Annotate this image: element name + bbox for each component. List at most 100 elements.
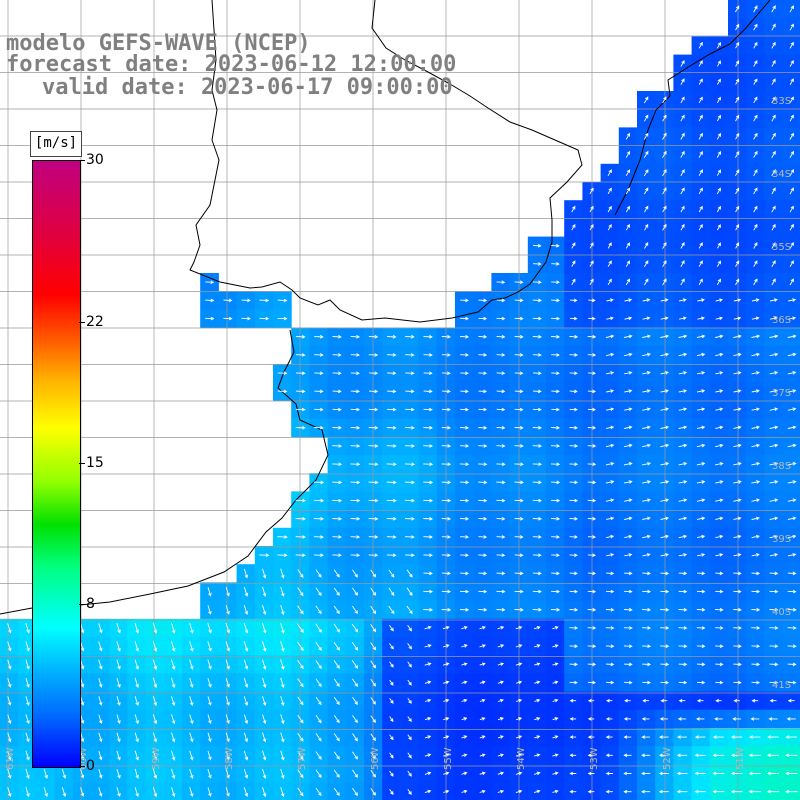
wind-arrow bbox=[496, 571, 506, 576]
wind-arrow bbox=[769, 662, 779, 667]
wind-arrow bbox=[623, 461, 633, 466]
wind-arrow bbox=[423, 444, 434, 448]
wind-arrow bbox=[98, 787, 103, 797]
wind-arrow bbox=[569, 589, 579, 594]
wind-arrow bbox=[642, 589, 652, 594]
wind-arrow bbox=[332, 480, 343, 485]
wind-arrow bbox=[532, 571, 542, 576]
wind-arrow bbox=[116, 659, 121, 670]
wind-arrow bbox=[716, 278, 721, 286]
wind-arrow bbox=[569, 571, 578, 576]
wind-arrow bbox=[662, 114, 667, 122]
wind-arrow bbox=[552, 771, 559, 776]
wind-arrow bbox=[152, 714, 158, 725]
wind-arrow bbox=[606, 316, 614, 321]
wind-arrow bbox=[694, 735, 706, 739]
wind-arrow bbox=[189, 768, 194, 779]
wind-arrow bbox=[80, 787, 85, 797]
wind-arrow bbox=[386, 498, 397, 503]
wind-arrow bbox=[587, 334, 597, 339]
wind-arrow bbox=[697, 389, 706, 393]
wind-arrow bbox=[735, 169, 740, 177]
wind-arrow bbox=[314, 407, 324, 412]
wind-arrow bbox=[478, 607, 488, 612]
wind-arrow bbox=[769, 425, 779, 430]
wind-arrow bbox=[407, 788, 412, 795]
wind-arrow bbox=[623, 626, 633, 630]
wind-arrow bbox=[352, 733, 358, 742]
wind-arrow bbox=[769, 352, 779, 357]
wind-arrow bbox=[606, 389, 615, 393]
wind-arrow bbox=[787, 334, 797, 339]
wind-arrow bbox=[753, 41, 758, 49]
colorbar-tick-mark bbox=[79, 766, 85, 767]
wind-arrow bbox=[751, 480, 761, 484]
wind-arrow bbox=[789, 41, 794, 49]
wind-arrow bbox=[441, 407, 451, 412]
wind-arrow bbox=[262, 696, 267, 707]
wind-arrow bbox=[61, 768, 67, 779]
wind-arrow bbox=[295, 553, 306, 558]
wind-arrow bbox=[243, 696, 249, 706]
wind-arrow bbox=[315, 714, 322, 724]
wind-arrow bbox=[642, 553, 651, 557]
wind-arrow bbox=[332, 444, 343, 448]
wind-arrow bbox=[751, 352, 761, 357]
wind-arrow bbox=[696, 334, 706, 339]
wind-arrow bbox=[351, 641, 359, 651]
wind-arrow bbox=[7, 750, 12, 761]
wind-arrow bbox=[587, 444, 597, 448]
wind-arrow bbox=[587, 425, 597, 430]
wind-arrow bbox=[660, 498, 670, 502]
wind-arrow bbox=[731, 735, 743, 739]
wind-arrow bbox=[698, 78, 703, 85]
wind-arrow bbox=[624, 443, 633, 448]
wind-arrow bbox=[605, 680, 615, 685]
wind-arrow bbox=[714, 717, 723, 721]
wind-arrow bbox=[297, 587, 304, 597]
wind-arrow bbox=[225, 659, 230, 670]
wind-arrow bbox=[643, 169, 649, 177]
wind-arrow bbox=[642, 425, 651, 430]
wind-arrow bbox=[280, 641, 285, 652]
wind-arrow bbox=[569, 353, 579, 357]
wind-arrow bbox=[696, 626, 706, 630]
wind-arrow bbox=[386, 426, 397, 430]
wind-arrow bbox=[532, 589, 542, 594]
wind-arrow bbox=[551, 298, 561, 303]
wind-arrow bbox=[532, 280, 542, 285]
wind-arrow bbox=[424, 717, 432, 721]
wind-arrow bbox=[496, 462, 506, 467]
wind-arrow bbox=[388, 605, 395, 615]
wind-arrow bbox=[207, 750, 212, 761]
wind-arrow bbox=[243, 787, 249, 798]
wind-arrow bbox=[280, 604, 285, 616]
wind-arrow bbox=[332, 498, 343, 503]
wind-arrow bbox=[788, 316, 797, 321]
wind-arrow bbox=[405, 371, 415, 376]
wind-arrow bbox=[516, 717, 523, 721]
wind-arrow bbox=[680, 242, 685, 249]
wind-arrow bbox=[368, 371, 379, 376]
wind-arrow bbox=[368, 334, 379, 339]
wind-arrow bbox=[297, 605, 304, 615]
wind-arrow bbox=[641, 626, 652, 630]
wind-arrow bbox=[712, 735, 724, 739]
wind-arrow bbox=[642, 644, 652, 649]
wind-arrow bbox=[716, 114, 721, 122]
colorbar-tick-label: 0 bbox=[86, 758, 95, 774]
wind-arrow bbox=[295, 353, 306, 357]
wind-arrow bbox=[423, 334, 433, 339]
wind-arrow bbox=[642, 534, 651, 539]
wind-arrow bbox=[753, 114, 758, 122]
wind-arrow bbox=[280, 677, 285, 689]
wind-arrow bbox=[280, 768, 285, 779]
wind-arrow bbox=[624, 498, 633, 503]
wind-arrow bbox=[478, 553, 488, 558]
wind-arrow bbox=[333, 769, 340, 778]
wind-arrow bbox=[424, 625, 432, 630]
wind-arrow bbox=[771, 242, 776, 249]
wind-arrow bbox=[715, 498, 724, 503]
coastline-northeast bbox=[614, 0, 771, 216]
wind-arrow bbox=[280, 568, 285, 579]
